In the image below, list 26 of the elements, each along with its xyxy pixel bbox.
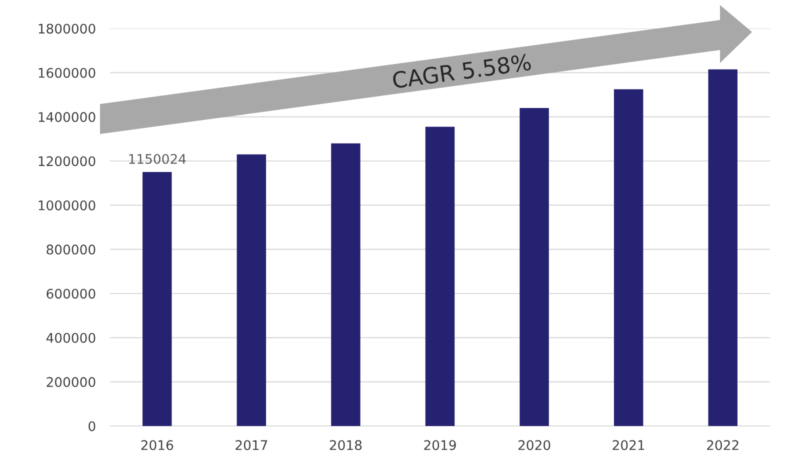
bar <box>236 154 266 426</box>
y-tick-label: 400000 <box>46 332 96 343</box>
x-tick-label: 2018 <box>330 440 362 450</box>
y-tick-label: 1400000 <box>38 112 96 122</box>
bar <box>614 89 644 426</box>
x-tick-label: 2016 <box>141 440 174 450</box>
x-tick-label: 2017 <box>236 440 268 450</box>
x-tick-label: 2019 <box>424 440 456 450</box>
y-tick-label: 600000 <box>46 288 96 299</box>
y-tick-label: 800000 <box>46 244 96 255</box>
y-tick-label: 1000000 <box>38 200 96 210</box>
bar <box>425 126 455 426</box>
y-tick-label: 1600000 <box>38 68 96 78</box>
bar <box>708 69 738 426</box>
bar <box>331 143 360 426</box>
y-tick-label: 0 <box>88 421 96 432</box>
bar <box>520 108 549 426</box>
y-tick-label: 1200000 <box>38 156 96 166</box>
annotation: CAGR 5.58% <box>392 53 532 89</box>
data-label: 1150024 <box>129 154 186 164</box>
y-tick-label: 200000 <box>46 377 96 388</box>
x-tick-label: 2021 <box>612 440 644 450</box>
bar <box>142 172 172 426</box>
y-tick-label: 1800000 <box>38 24 96 34</box>
x-tick-label: 2020 <box>518 440 550 450</box>
x-tick-label: 2022 <box>707 440 738 450</box>
